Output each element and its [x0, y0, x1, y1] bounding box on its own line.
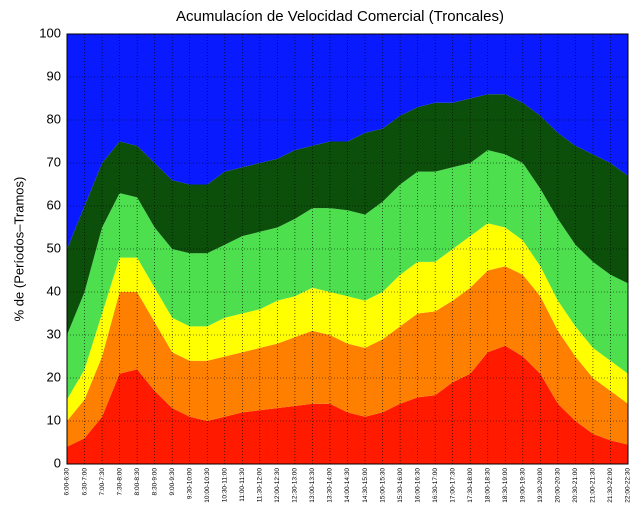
x-tick-label: 7:00-7:30 — [99, 468, 106, 496]
x-tick-label: 18:30-19:00 — [502, 468, 509, 503]
x-tick-label: 7:30-8:00 — [116, 468, 123, 496]
x-tick-label: 13:00-13:30 — [309, 468, 316, 503]
plot-frame — [66, 33, 629, 465]
y-tick-label: 20 — [47, 369, 61, 384]
x-tick-label: 9:30-10:00 — [186, 468, 193, 499]
x-tick-label: 19:30-20:00 — [537, 468, 544, 503]
x-tick-label: 20:30-21:00 — [572, 468, 579, 503]
x-tick-label: 20:00-20:30 — [555, 468, 562, 503]
x-tick-label: 19:00-19:30 — [520, 468, 527, 503]
x-tick-label: 21:00-21:30 — [590, 468, 597, 503]
x-tick-label: 6:00-6:30 — [64, 468, 71, 496]
x-tick-label: 15:30-16:00 — [397, 468, 404, 503]
y-tick-label: 10 — [47, 412, 61, 427]
x-tick-label: 11:00-11:30 — [239, 468, 246, 502]
y-tick-label: 100 — [39, 25, 61, 40]
x-tick-label: 10:30-11:00 — [222, 468, 229, 503]
y-tick-label: 90 — [47, 68, 61, 83]
y-tick-label: 70 — [47, 154, 61, 169]
area — [67, 34, 628, 249]
y-tick-label: 30 — [47, 326, 61, 341]
x-tick-label: 15:00-15:30 — [379, 468, 386, 503]
x-tick-label: 6:30-7:00 — [81, 468, 88, 496]
y-tick-label: 60 — [47, 197, 61, 212]
x-tick-label: 14:30-15:00 — [362, 468, 369, 503]
x-tick-label: 18:00-18:30 — [484, 468, 491, 503]
y-tick-label: 40 — [47, 283, 61, 298]
x-tick-label: 21:30-22:00 — [607, 468, 614, 503]
y-tick-label: 50 — [47, 240, 61, 255]
x-tick-label: 11:30-12:00 — [257, 468, 264, 503]
x-tick-label: 17:00-17:30 — [449, 468, 456, 503]
chart-title: Acumulacíon de Velocidad Comercial (Tron… — [176, 8, 504, 25]
x-tick-label: 17:30-18:00 — [467, 468, 474, 503]
x-tick-label: 12:00-12:30 — [274, 468, 281, 503]
x-tick-label: 8:30-9:00 — [151, 468, 158, 496]
y-tick-label: 80 — [47, 111, 61, 126]
y-tick-label: 0 — [54, 455, 61, 470]
x-tick-label: 16:00-16:30 — [414, 468, 421, 503]
x-tick-label: 22:00-22:30 — [625, 468, 632, 503]
x-tick-label: 10:00-10:30 — [204, 468, 211, 503]
x-tick-label: 13:30-14:00 — [327, 468, 334, 503]
x-tick-label: 14:00-14:30 — [344, 468, 351, 503]
y-axis-label: % de (Períodos–Tramos) — [11, 177, 26, 322]
x-tick-label: 9:00-9:30 — [169, 468, 176, 496]
x-tick-label: 8:00-8:30 — [134, 468, 141, 496]
x-tick-label: 12:30-13:00 — [292, 468, 299, 503]
x-tick-label: 16:30-17:00 — [432, 468, 439, 503]
area — [67, 345, 628, 464]
area — [67, 266, 628, 447]
